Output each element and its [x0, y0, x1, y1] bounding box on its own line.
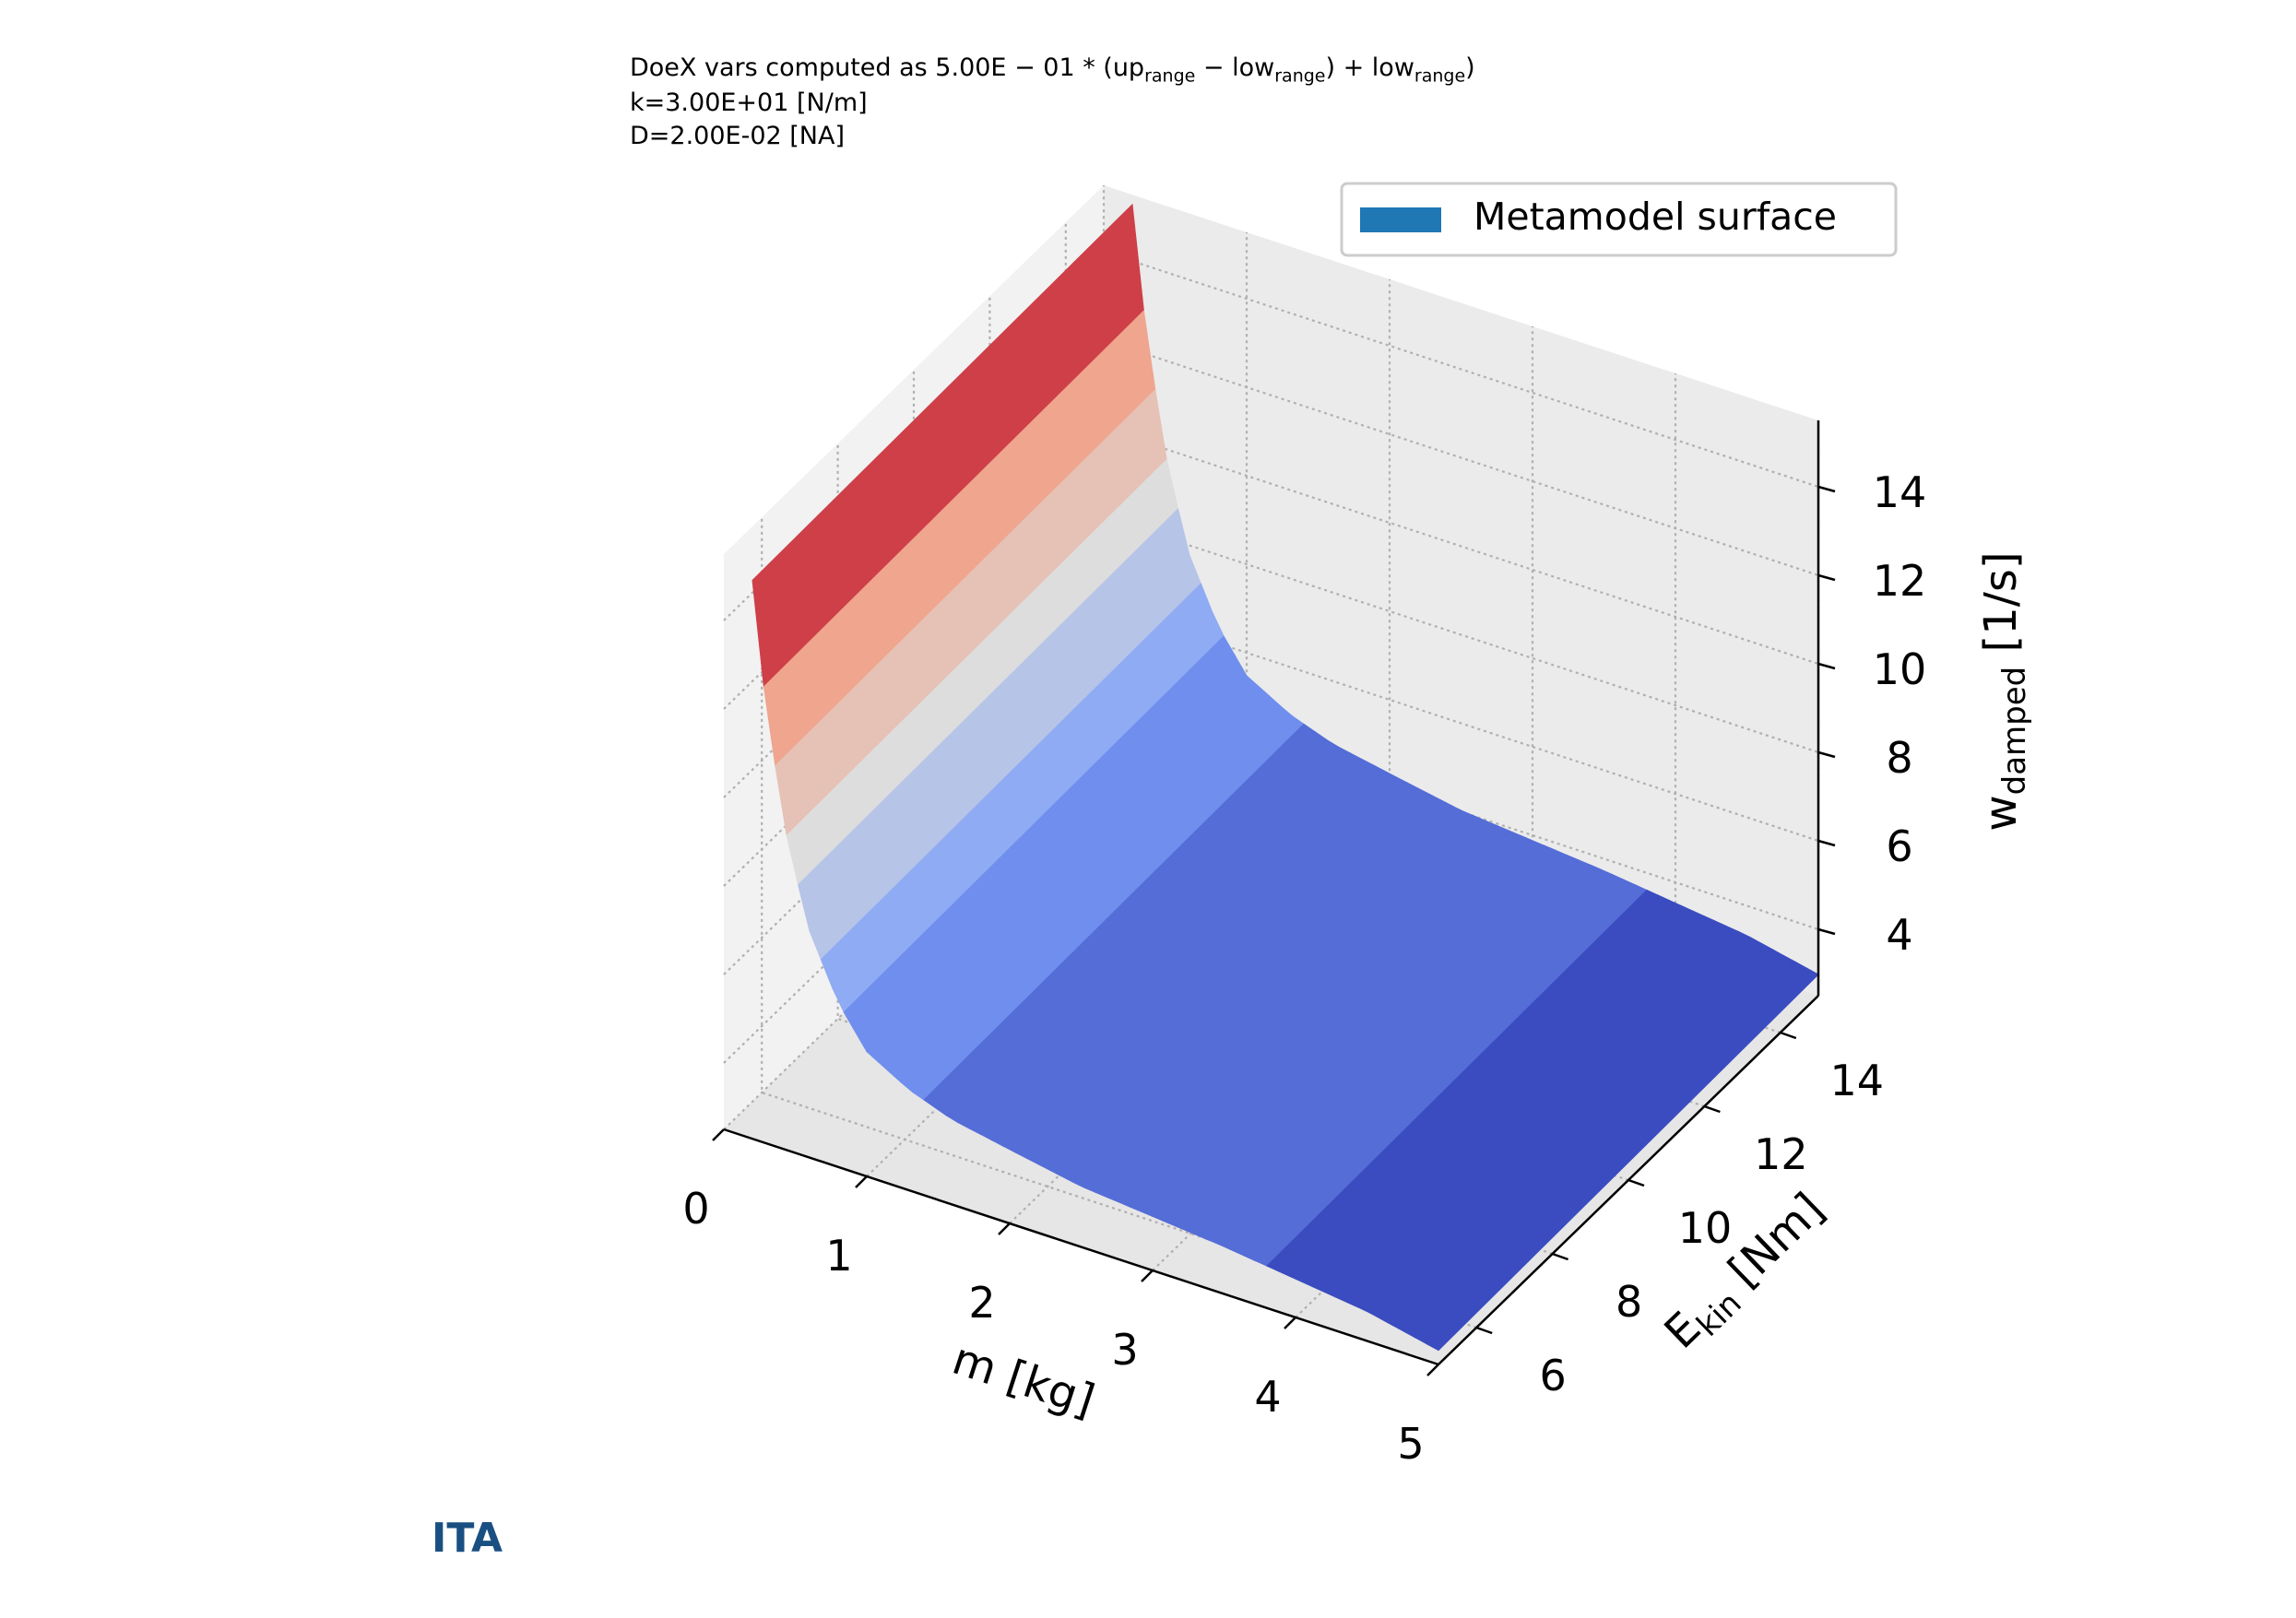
metamodel-surface	[752, 203, 1819, 1352]
y-tick-label: 12	[1754, 1129, 1808, 1179]
y-tick-label: 8	[1615, 1277, 1642, 1327]
y-tick-label: 6	[1540, 1351, 1567, 1400]
y-tick	[1552, 1252, 1569, 1261]
z-tick	[1817, 750, 1836, 759]
x-axis-label: m [kg]	[946, 1333, 1100, 1427]
legend: Metamodel surface	[1340, 182, 1898, 257]
z-tick-label: 14	[1873, 467, 1927, 517]
z-axis-label-unit: [1/s]	[1975, 551, 2027, 666]
x-axis-line	[723, 1128, 1439, 1366]
z-axis-label-main: w	[1975, 795, 2027, 831]
x-tick-label: 2	[968, 1278, 995, 1328]
y-tick-label: 14	[1830, 1056, 1885, 1105]
x-tick	[855, 1175, 868, 1188]
x-tick	[712, 1128, 725, 1141]
z-axis-label: wdamped [1/s]	[1975, 551, 2033, 831]
legend-box	[1340, 182, 1898, 257]
legend-label: Metamodel surface	[1473, 195, 1837, 239]
z-tick-label: 4	[1886, 910, 1912, 960]
z-tick	[1817, 485, 1836, 493]
z-tick-label: 12	[1873, 556, 1927, 606]
header-line-3: D=2.00E-02 [NA]	[630, 122, 846, 150]
header-line-2: k=3.00E+01 [N/m]	[630, 89, 868, 117]
ita-logo: ITA	[432, 1515, 503, 1562]
x-tick-label: 4	[1254, 1372, 1281, 1422]
z-tick	[1817, 662, 1836, 670]
z-tick-label: 10	[1873, 644, 1927, 694]
y-tick	[1475, 1326, 1493, 1335]
x-tick	[1284, 1317, 1296, 1329]
header-line-1: DoeX vars computed as 5.00E − 01 * (upra…	[630, 53, 1475, 87]
y-tick	[1780, 1031, 1797, 1040]
y-tick	[1703, 1104, 1721, 1114]
z-tick	[1817, 927, 1836, 936]
x-tick	[998, 1222, 1011, 1235]
x-tick	[1141, 1270, 1154, 1282]
z-axis-label-sub: damped	[1996, 667, 2033, 796]
z-tick	[1817, 839, 1836, 847]
x-tick-label: 0	[682, 1184, 709, 1234]
z-tick-label: 6	[1886, 821, 1912, 871]
z-tick-label: 8	[1886, 733, 1912, 783]
x-tick	[1426, 1364, 1439, 1376]
legend-patch	[1360, 207, 1441, 232]
x-tick-label: 1	[825, 1231, 852, 1281]
z-tick	[1817, 573, 1836, 582]
x-tick-label: 5	[1397, 1419, 1424, 1469]
y-tick-label: 10	[1678, 1203, 1733, 1253]
x-tick-label: 3	[1111, 1325, 1138, 1375]
y-tick	[1627, 1178, 1645, 1187]
